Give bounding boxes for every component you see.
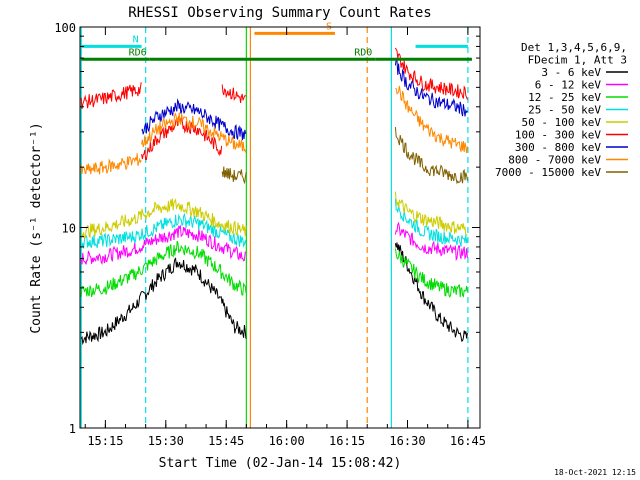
flag-label-4: RD6	[129, 47, 147, 58]
series-5-segment-0	[80, 82, 142, 110]
series-1-segment-1	[394, 221, 468, 262]
flag-label-0: N	[133, 34, 139, 45]
series-lines	[80, 47, 468, 346]
series-8-segment-0	[221, 166, 247, 185]
x-tick-label-2: 15:45	[208, 434, 244, 448]
series-5-segment-2	[221, 84, 247, 103]
series-7-segment-1	[141, 111, 247, 153]
series-5-segment-3	[394, 47, 468, 100]
timestamp: 18-Oct-2021 12:15	[554, 468, 636, 477]
legend-label-8: 7000 - 15000 keV	[495, 166, 601, 179]
legend-label-3: 25 - 50 keV	[528, 104, 601, 117]
series-6-segment-0	[141, 98, 247, 141]
x-tick-label-0: 15:15	[87, 434, 123, 448]
legend-label-7: 800 - 7000 keV	[508, 154, 601, 167]
x-tick-label-4: 16:15	[329, 434, 365, 448]
axes: 15:15 15:30 15:45 16:00 16:15 16:30 16:45 1 10 10…	[54, 21, 486, 448]
x-tick-label-5: 16:30	[389, 434, 425, 448]
x-tick-label-1: 15:30	[148, 434, 184, 448]
y-tick-label-0: 1	[69, 422, 76, 436]
series-0-segment-0	[80, 257, 247, 346]
series-0-segment-1	[394, 242, 468, 342]
x-tick-label-6: 16:45	[450, 434, 486, 448]
flag-label-3: RD0	[354, 47, 372, 58]
series-3-segment-0	[80, 212, 247, 249]
series-7-segment-2	[395, 85, 468, 154]
y-axis-label: Count Rate (s⁻¹ detector⁻¹)	[29, 122, 44, 333]
legend-header-0: Det 1,3,4,5,6,9,	[521, 41, 627, 54]
legend-label-1: 6 - 12 keV	[535, 79, 602, 92]
series-6-segment-1	[394, 57, 468, 117]
legend-label-6: 300 - 800 keV	[515, 141, 601, 154]
series-2-segment-0	[80, 240, 247, 298]
series-8-segment-1	[394, 127, 468, 185]
series-4-segment-0	[80, 198, 247, 239]
y-tick-label-1: 10	[62, 222, 76, 236]
legend-header-1: FDecim 1, Att 3	[528, 54, 627, 67]
series-2-segment-1	[394, 248, 468, 299]
series-4-segment-1	[394, 191, 468, 236]
x-axis-label: Start Time (02-Jan-14 15:08:42)	[159, 456, 402, 471]
chart-title: RHESSI Observing Summary Count Rates	[128, 5, 431, 21]
y-tick-label-2: 100	[54, 21, 76, 35]
x-tick-label-3: 16:00	[269, 434, 305, 448]
legend-label-0: 3 - 6 keV	[541, 66, 601, 79]
legend: Det 1,3,4,5,6,9,FDecim 1, Att 33 - 6 keV…	[495, 41, 628, 179]
series-7-segment-0	[80, 153, 142, 175]
legend-label-5: 100 - 300 keV	[515, 129, 601, 142]
series-1-segment-0	[80, 224, 246, 265]
legend-label-4: 50 - 100 keV	[522, 116, 602, 129]
vertical-markers	[80, 27, 469, 428]
legend-label-2: 12 - 25 keV	[528, 91, 601, 104]
series-3-segment-1	[394, 198, 468, 247]
